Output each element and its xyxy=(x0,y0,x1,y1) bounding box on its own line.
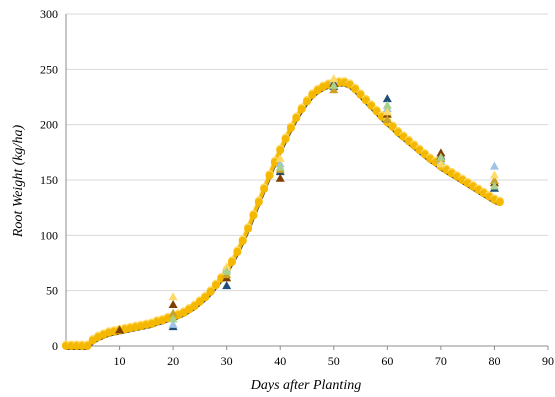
curve-marker xyxy=(286,123,295,132)
y-tick-label: 0 xyxy=(52,339,58,353)
observed-point-triangle xyxy=(489,181,499,190)
observed-point-triangle xyxy=(489,161,499,170)
tick-labels: 0 50 100 150 200 250 300 10 20 30 40 50 60 70 80 90 xyxy=(40,7,554,368)
y-axis-title: Root Weight (kg/ha) xyxy=(11,125,26,239)
curve-marker xyxy=(195,297,204,306)
curve-marker xyxy=(190,302,199,311)
curve-marker xyxy=(201,293,210,302)
curve-marker xyxy=(249,211,258,220)
curve-marker xyxy=(297,105,306,114)
curve-lines xyxy=(62,77,504,350)
curve-marker xyxy=(233,247,242,256)
observed-point-triangle xyxy=(115,325,125,334)
curve-marker xyxy=(211,281,220,290)
x-tick-label: 90 xyxy=(542,354,554,368)
curve-marker xyxy=(260,184,269,193)
curve-marker xyxy=(303,97,311,106)
x-tick-label: 40 xyxy=(274,354,286,368)
curve-marker xyxy=(83,342,92,350)
observed-point-triangle xyxy=(436,159,446,168)
curve-marker xyxy=(495,198,504,207)
observed-point-triangle xyxy=(329,74,339,83)
curve-marker xyxy=(254,198,263,207)
x-tick-label: 30 xyxy=(221,354,233,368)
observed-point-triangle xyxy=(222,262,232,271)
observed-point-triangle xyxy=(489,170,499,179)
x-tick-label: 10 xyxy=(114,354,126,368)
observed-point-triangle xyxy=(275,173,285,182)
observed-point-triangle xyxy=(436,148,446,157)
x-axis-title: Days after Planting xyxy=(250,378,361,393)
observed-point-triangle xyxy=(168,319,178,328)
curve-line-main xyxy=(66,80,501,348)
observed-point-triangle xyxy=(168,299,178,308)
observed-point-triangle xyxy=(382,100,392,109)
y-tick-label: 150 xyxy=(40,173,58,187)
y-tick-label: 50 xyxy=(46,284,58,298)
curve-marker xyxy=(244,224,253,233)
curve-marker xyxy=(206,287,215,296)
observed-point-triangle xyxy=(275,153,285,162)
curve-line-brown xyxy=(66,82,501,349)
x-tick-label: 60 xyxy=(381,354,393,368)
observed-point-triangle xyxy=(382,115,392,124)
curve-marker xyxy=(308,90,317,99)
observed-point-triangle xyxy=(222,281,232,290)
observed-point-triangle xyxy=(222,266,232,275)
curve-marker xyxy=(281,135,290,144)
curve-marker xyxy=(228,257,237,266)
gridlines xyxy=(66,13,548,292)
curve-marker xyxy=(292,114,301,123)
curve-marker xyxy=(276,146,285,155)
curve-marker xyxy=(265,171,274,180)
curve-marker xyxy=(238,236,247,245)
observed-point-triangle xyxy=(329,85,339,94)
y-tick-label: 100 xyxy=(40,228,58,242)
axes xyxy=(65,14,549,350)
x-tick-label: 80 xyxy=(488,354,500,368)
x-tick-label: 20 xyxy=(167,354,179,368)
observed-point-triangle xyxy=(168,308,178,317)
observed-point-triangle xyxy=(329,80,339,89)
x-tick-label: 50 xyxy=(328,354,340,368)
observed-point-triangle xyxy=(275,162,285,171)
y-tick-label: 250 xyxy=(40,62,58,76)
y-tick-label: 300 xyxy=(40,7,58,21)
observed-point-triangle xyxy=(168,292,178,301)
observed-point-triangle xyxy=(382,107,392,116)
curve-line-light xyxy=(66,79,501,347)
observed-point-triangle xyxy=(436,152,446,161)
data-points xyxy=(115,74,499,334)
observed-point-triangle xyxy=(489,176,499,184)
x-tick-label: 70 xyxy=(435,354,447,368)
y-tick-label: 200 xyxy=(40,118,58,132)
observed-point-triangle xyxy=(382,94,392,103)
observed-point-triangle xyxy=(168,314,178,323)
